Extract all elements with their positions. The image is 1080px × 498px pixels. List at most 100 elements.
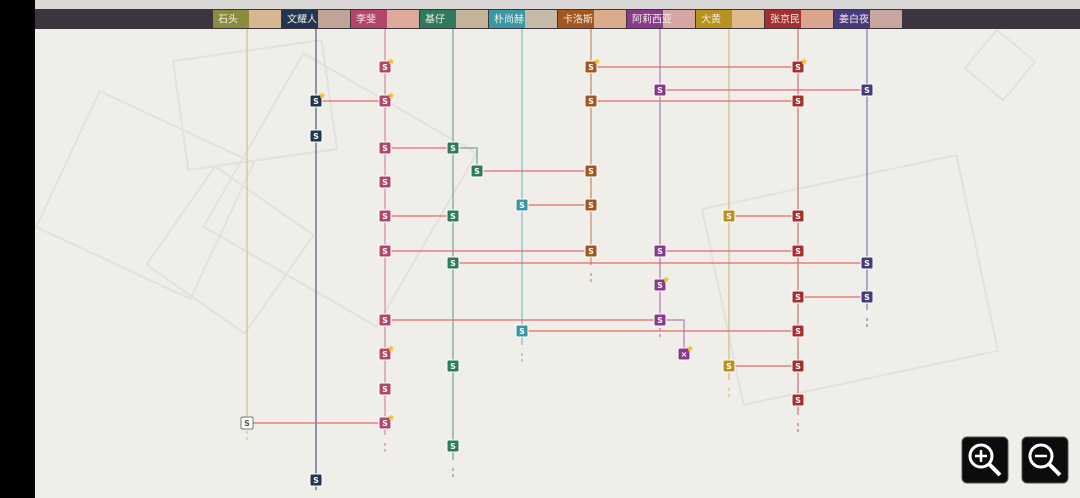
node-label[interactable]: S: [244, 419, 250, 428]
node-label[interactable]: S: [657, 247, 663, 256]
node-label[interactable]: S: [795, 396, 801, 405]
node-box[interactable]: [722, 209, 736, 223]
node-label[interactable]: S: [313, 132, 319, 141]
node-box[interactable]: [446, 256, 460, 270]
node-label[interactable]: S: [795, 63, 801, 72]
node-label[interactable]: S: [382, 178, 388, 187]
node-label[interactable]: S: [657, 86, 663, 95]
node-box[interactable]: [791, 393, 805, 407]
node-label[interactable]: S: [588, 63, 594, 72]
character-portrait[interactable]: [594, 10, 626, 28]
node-label[interactable]: S: [382, 350, 388, 359]
story-node[interactable]: S: [470, 164, 484, 178]
node-box[interactable]: [446, 141, 460, 155]
node-box[interactable]: [791, 359, 805, 373]
node-label[interactable]: S: [450, 442, 456, 451]
node-box[interactable]: [653, 313, 667, 327]
node-label[interactable]: S: [382, 316, 388, 325]
node-box[interactable]: [309, 129, 323, 143]
node-label[interactable]: S: [588, 201, 594, 210]
node-box[interactable]: [309, 94, 323, 108]
node-box[interactable]: [653, 244, 667, 258]
story-node[interactable]: S: [722, 209, 736, 223]
zoom-out-bg[interactable]: [1021, 436, 1069, 484]
character-name[interactable]: 张京民: [770, 13, 800, 26]
character-name[interactable]: 姜白夜: [839, 13, 869, 26]
node-label[interactable]: S: [864, 259, 870, 268]
node-label[interactable]: S: [588, 247, 594, 256]
zoom-in-button[interactable]: [961, 436, 1009, 484]
node-box[interactable]: [584, 94, 598, 108]
character-portrait[interactable]: [870, 10, 902, 28]
story-node[interactable]: ×: [677, 345, 694, 361]
node-box[interactable]: [860, 256, 874, 270]
story-node[interactable]: S: [860, 256, 874, 270]
story-node[interactable]: S: [378, 414, 395, 430]
story-node[interactable]: S: [378, 175, 392, 189]
node-label[interactable]: S: [795, 327, 801, 336]
node-box[interactable]: [515, 324, 529, 338]
character-name[interactable]: 李斐: [356, 13, 376, 26]
node-label[interactable]: S: [795, 362, 801, 371]
story-node[interactable]: S: [584, 244, 598, 258]
node-label[interactable]: S: [313, 97, 319, 106]
node-box[interactable]: [240, 416, 254, 430]
story-node[interactable]: S: [653, 313, 667, 327]
node-label[interactable]: S: [382, 385, 388, 394]
node-box[interactable]: [677, 347, 691, 361]
node-box[interactable]: [378, 313, 392, 327]
story-node[interactable]: S: [515, 324, 529, 338]
node-box[interactable]: [446, 209, 460, 223]
node-label[interactable]: S: [450, 212, 456, 221]
character-name[interactable]: 卡洛斯: [563, 13, 593, 26]
node-label[interactable]: S: [726, 362, 732, 371]
story-node[interactable]: S: [653, 83, 667, 97]
character-portrait[interactable]: [249, 10, 281, 28]
node-label[interactable]: S: [795, 212, 801, 221]
story-node[interactable]: S: [515, 198, 529, 212]
story-node[interactable]: S: [860, 83, 874, 97]
character-portrait[interactable]: [387, 10, 419, 28]
story-node[interactable]: S: [791, 324, 805, 338]
node-label[interactable]: S: [657, 281, 663, 290]
node-label[interactable]: S: [450, 362, 456, 371]
node-box[interactable]: [378, 141, 392, 155]
story-node[interactable]: S: [446, 209, 460, 223]
story-node[interactable]: S: [653, 244, 667, 258]
node-box[interactable]: [791, 94, 805, 108]
node-label[interactable]: S: [588, 167, 594, 176]
node-label[interactable]: S: [657, 316, 663, 325]
node-box[interactable]: [860, 290, 874, 304]
node-box[interactable]: [378, 94, 392, 108]
story-node[interactable]: S: [584, 94, 598, 108]
node-label[interactable]: S: [382, 212, 388, 221]
node-box[interactable]: [791, 209, 805, 223]
node-box[interactable]: [378, 347, 392, 361]
node-box[interactable]: [378, 244, 392, 258]
story-node[interactable]: S: [791, 359, 805, 373]
character-portrait[interactable]: [801, 10, 833, 28]
story-node[interactable]: S: [378, 141, 392, 155]
story-node[interactable]: S: [446, 141, 460, 155]
story-node[interactable]: S: [584, 164, 598, 178]
story-node[interactable]: S: [584, 58, 601, 74]
node-label[interactable]: S: [864, 293, 870, 302]
node-box[interactable]: [791, 60, 805, 74]
character-name[interactable]: 大黄: [701, 13, 721, 26]
node-label[interactable]: S: [382, 247, 388, 256]
node-label[interactable]: ×: [681, 350, 688, 359]
story-node[interactable]: S: [378, 382, 392, 396]
node-box[interactable]: [378, 175, 392, 189]
story-node[interactable]: S: [309, 473, 323, 487]
story-node[interactable]: S: [309, 92, 326, 108]
node-box[interactable]: [446, 439, 460, 453]
story-node[interactable]: S: [791, 290, 805, 304]
character-portrait[interactable]: [663, 10, 695, 28]
node-label[interactable]: S: [519, 201, 525, 210]
story-node[interactable]: S: [791, 393, 805, 407]
node-label[interactable]: S: [313, 476, 319, 485]
story-node[interactable]: S: [378, 209, 392, 223]
story-node[interactable]: S: [240, 416, 254, 430]
zoom-out-button[interactable]: [1021, 436, 1069, 484]
character-name[interactable]: 文耀人: [287, 13, 317, 26]
